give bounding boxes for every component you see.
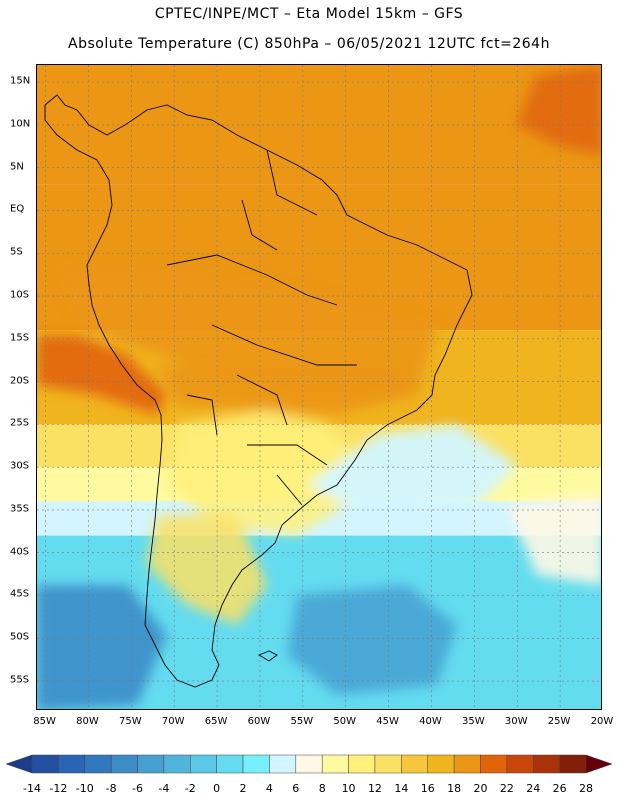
lon-tick-label: 45W bbox=[376, 716, 399, 727]
lat-tick-label: 55S bbox=[10, 674, 30, 686]
lon-tick-label: 30W bbox=[504, 716, 528, 727]
temperature-field-map bbox=[37, 65, 601, 709]
colorbar-tick-label: -12 bbox=[49, 782, 68, 795]
colorbar-cell bbox=[242, 754, 270, 774]
colorbar-cell bbox=[190, 754, 217, 774]
colorbar-tick-label: 18 bbox=[447, 782, 462, 795]
lat-tick-label: 30S bbox=[10, 460, 30, 472]
cool-plume-atlantic bbox=[307, 425, 517, 515]
cold-core-southwest bbox=[37, 585, 167, 709]
colorbar-cell bbox=[216, 754, 244, 774]
colorbar-tick-label: 16 bbox=[420, 782, 435, 795]
colorbar-cell bbox=[453, 754, 481, 774]
colorbar-cell bbox=[5, 754, 33, 774]
map-subtitle: Absolute Temperature (C) 850hPa – 06/05/… bbox=[68, 36, 550, 52]
lon-tick-label: 35W bbox=[462, 716, 485, 727]
colorbar-cell bbox=[559, 754, 587, 774]
colorbar-cell bbox=[269, 754, 297, 774]
colorbar-tick-label: 22 bbox=[499, 782, 514, 795]
colorbar-cell bbox=[31, 754, 59, 774]
colorbar-cell bbox=[321, 754, 349, 774]
lat-tick-label: EQ bbox=[10, 203, 25, 215]
colorbar bbox=[5, 754, 613, 774]
colorbar-cell bbox=[401, 754, 428, 774]
country-borders bbox=[166, 149, 357, 506]
colorbar-tick-label: -14 bbox=[23, 782, 41, 795]
colorbar-cell bbox=[506, 754, 534, 774]
lon-tick-label: 80W bbox=[76, 716, 99, 727]
lon-tick-label: 70W bbox=[161, 716, 185, 727]
colorbar-tick-label: 8 bbox=[318, 782, 326, 795]
colorbar-tick-label: -6 bbox=[132, 782, 143, 795]
colorbar-tick-label: -10 bbox=[75, 782, 94, 795]
lon-tick-label: 25W bbox=[547, 716, 571, 727]
colorbar-cell bbox=[295, 754, 323, 774]
map-panel bbox=[36, 64, 602, 710]
lon-tick-label: 55W bbox=[290, 716, 314, 727]
colorbar-tick-label: 12 bbox=[367, 782, 382, 795]
colorbar-cells bbox=[5, 754, 613, 774]
lat-tick-label: 15N bbox=[10, 75, 31, 87]
colorbar-cell bbox=[58, 754, 86, 774]
lat-tick-label: 5S bbox=[10, 246, 23, 258]
lat-tick-label: 40S bbox=[10, 546, 30, 558]
warm-band-amazon bbox=[57, 265, 437, 395]
south-america-coastline bbox=[44, 94, 473, 688]
lat-tick-label: 10N bbox=[10, 118, 31, 130]
continent-outline bbox=[44, 94, 473, 688]
colorbar-cell bbox=[374, 754, 402, 774]
lat-tick-label: 20S bbox=[10, 375, 30, 387]
lat-tick-label: 50S bbox=[10, 631, 30, 643]
warm-band-central bbox=[157, 365, 417, 415]
colorbar-tick-label: 10 bbox=[341, 782, 356, 795]
graticule bbox=[37, 65, 601, 709]
colorbar-cell bbox=[110, 754, 138, 774]
colorbar-cell bbox=[480, 754, 508, 774]
lon-tick-label: 50W bbox=[333, 716, 357, 727]
lon-tick-label: 85W bbox=[33, 716, 56, 727]
temperature-anomalies bbox=[37, 65, 601, 709]
lat-tick-label: 45S bbox=[10, 588, 30, 600]
lat-tick-label: 5N bbox=[10, 161, 24, 173]
colorbar-tick-label: 14 bbox=[394, 782, 409, 795]
colorbar-cell bbox=[163, 754, 191, 774]
colorbar-tick-label: 24 bbox=[526, 782, 541, 795]
colorbar-tick-label: 0 bbox=[213, 782, 221, 795]
colorbar-tick-label: -4 bbox=[158, 782, 170, 795]
warm-tongue-patagonia bbox=[147, 515, 267, 625]
lon-tick-label: 40W bbox=[419, 716, 442, 727]
colorbar-cell bbox=[137, 754, 165, 774]
colorbar-cell bbox=[427, 754, 455, 774]
falkland-islands bbox=[257, 650, 278, 662]
lat-tick-label: 25S bbox=[10, 417, 30, 429]
lat-tick-label: 15S bbox=[10, 332, 30, 344]
lon-tick-label: 65W bbox=[204, 716, 228, 727]
lon-tick-label: 20W bbox=[590, 716, 614, 727]
colorbar-cell bbox=[84, 754, 112, 774]
colorbar-tick-label: 26 bbox=[552, 782, 567, 795]
lon-tick-label: 60W bbox=[247, 716, 271, 727]
colorbar-tick-label: -8 bbox=[105, 782, 117, 795]
colorbar-cell bbox=[585, 754, 613, 774]
lon-tick-label: 75W bbox=[119, 716, 142, 727]
colorbar-tick-label: -2 bbox=[184, 782, 196, 795]
colorbar-tick-label: 2 bbox=[239, 782, 247, 795]
map-title: CPTEC/INPE/MCT – Eta Model 15km – GFS bbox=[154, 6, 464, 22]
lat-tick-label: 35S bbox=[10, 503, 30, 515]
colorbar-tick-label: 20 bbox=[473, 782, 488, 795]
warm-core-peru bbox=[37, 335, 167, 415]
colorbar-tick-label: 4 bbox=[265, 782, 273, 795]
lat-tick-label: 10S bbox=[10, 289, 30, 301]
warm-east-atlantic bbox=[507, 495, 601, 585]
colorbar-cell bbox=[348, 754, 376, 774]
cold-core-south bbox=[287, 585, 457, 695]
colorbar-cell bbox=[532, 754, 560, 774]
colorbar-tick-label: 6 bbox=[292, 782, 300, 795]
colorbar-tick-label: 28 bbox=[579, 782, 593, 795]
warm-core-caribbean bbox=[517, 65, 601, 155]
